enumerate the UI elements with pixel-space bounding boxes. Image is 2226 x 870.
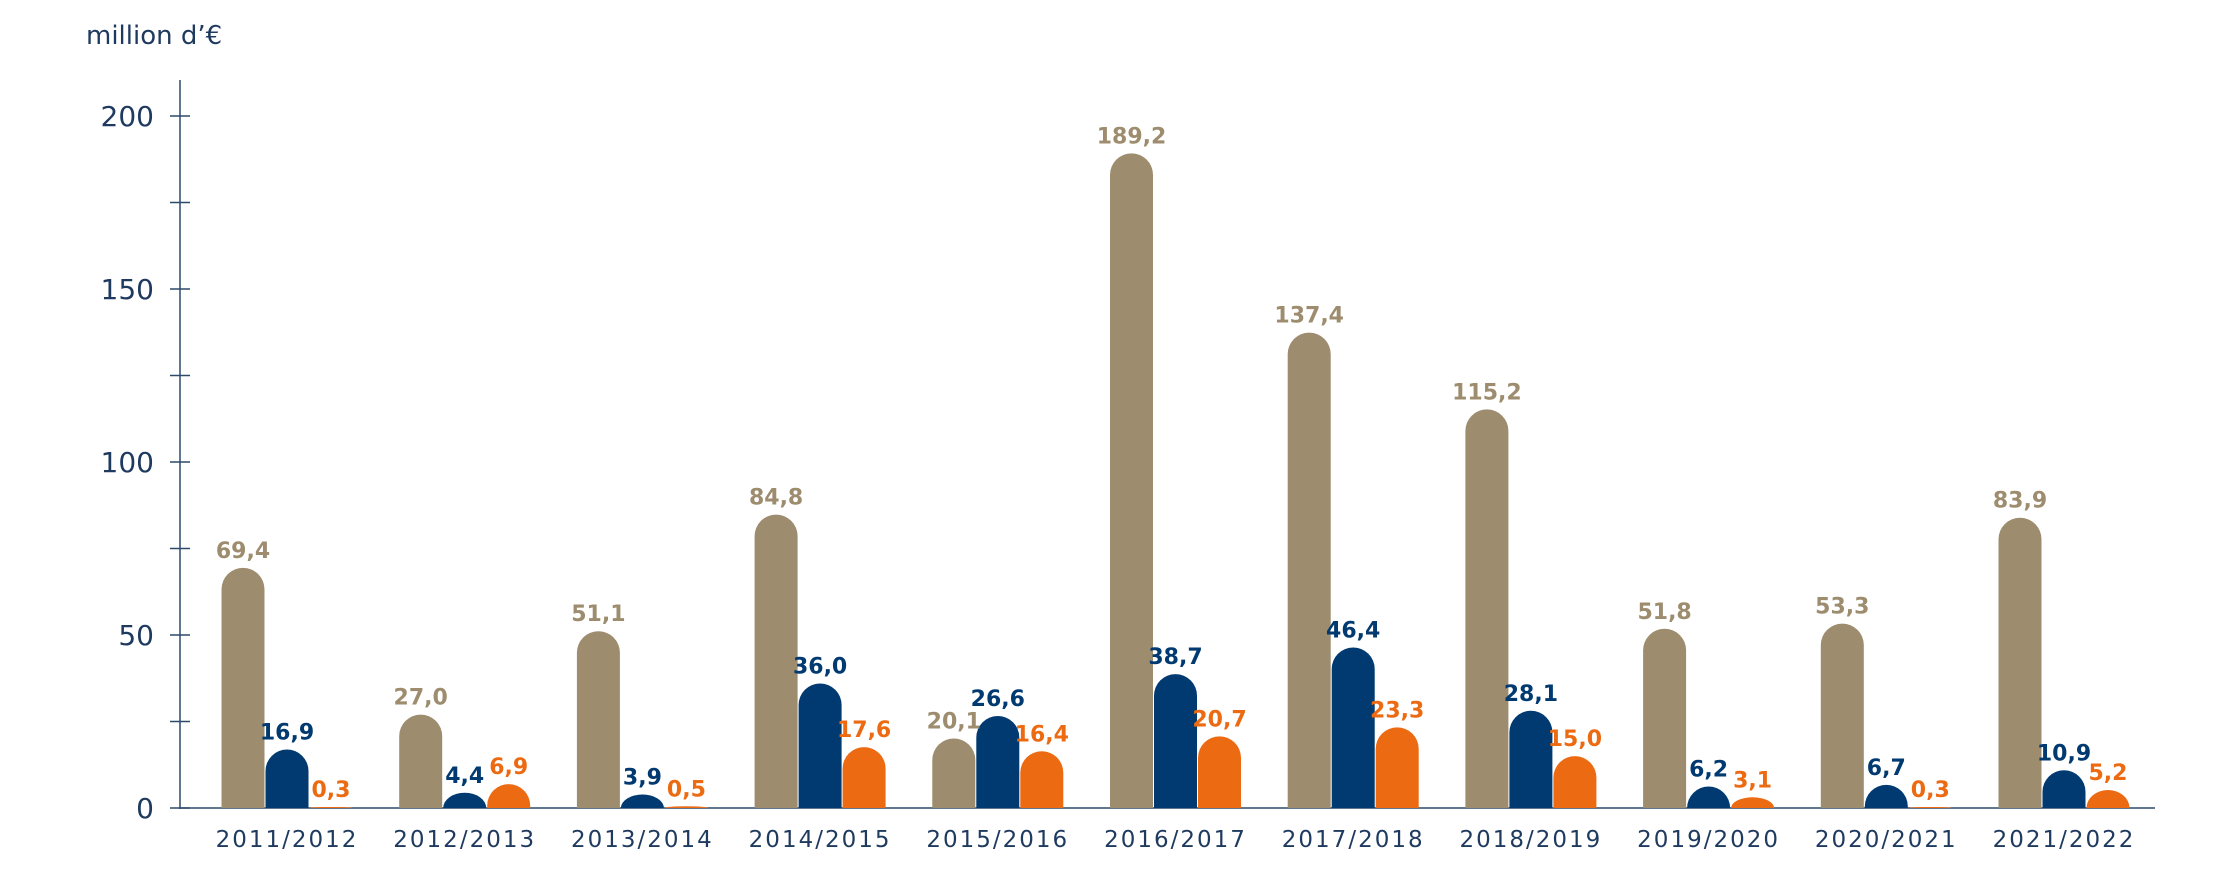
bar-2016-2017-series-3: [1198, 736, 1241, 808]
bar-2012-2013-series-3: [487, 784, 531, 808]
bar-2011-2012-series-3: [309, 806, 353, 808]
chart-bars: [221, 153, 2130, 809]
bar-2014-2015-series-3: [842, 747, 886, 808]
data-label: 23,3: [1370, 698, 1424, 723]
y-tick-label: 100: [101, 446, 154, 479]
data-label: 38,7: [1148, 645, 1202, 670]
y-tick-label: 0: [136, 792, 154, 825]
data-label: 6,2: [1689, 758, 1728, 783]
bar-2019-2020-series-1: [1643, 628, 1687, 808]
data-label: 53,3: [1815, 595, 1869, 620]
x-tick-label: 2015/2016: [926, 827, 1069, 853]
bar-2017-2018-series-1: [1287, 332, 1331, 808]
bar-2020-2021-series-1: [1820, 623, 1864, 808]
data-label: 17,6: [837, 718, 891, 743]
data-label: 3,9: [623, 766, 662, 791]
bar-2017-2018-series-3: [1375, 727, 1419, 808]
data-label: 26,6: [971, 687, 1025, 712]
x-tick-label: 2013/2014: [571, 827, 714, 853]
bar-2015-2016-series-1: [932, 738, 976, 808]
data-label: 51,1: [571, 602, 625, 627]
data-label: 51,8: [1637, 600, 1691, 625]
bar-2011-2012-series-1: [221, 567, 265, 808]
data-label: 46,4: [1326, 618, 1380, 643]
x-tick-label: 2021/2022: [1993, 827, 2136, 853]
bar-2020-2021-series-2: [1864, 784, 1908, 808]
data-label: 16,9: [260, 721, 314, 746]
data-label: 5,2: [2089, 761, 2128, 786]
x-tick-label: 2016/2017: [1104, 827, 1247, 853]
x-tick-label: 2018/2019: [1459, 827, 1602, 853]
data-label: 28,1: [1504, 682, 1558, 707]
bar-2015-2016-series-3: [1020, 751, 1064, 808]
data-label: 15,0: [1548, 727, 1602, 752]
chart-x-tick-labels: 2011/2012 2012/2013 2013/2014 2014/2015 2015…: [216, 827, 2136, 853]
data-label: 4,4: [445, 764, 484, 789]
bar-2012-2013-series-2: [443, 792, 487, 808]
data-label: 137,4: [1274, 304, 1344, 329]
bar-2012-2013-series-1: [399, 714, 443, 808]
data-label: 189,2: [1097, 124, 1167, 149]
data-label: 0,5: [667, 777, 706, 802]
data-label: 10,9: [2037, 741, 2091, 766]
bar-2021-2022-series-2: [2042, 770, 2086, 808]
data-label: 83,9: [1993, 489, 2047, 514]
bar-2013-2014-series-2: [620, 794, 664, 808]
y-axis-unit-label: million d’€: [86, 21, 222, 51]
bar-2019-2020-series-3: [1731, 797, 1775, 808]
x-tick-label: 2011/2012: [216, 827, 359, 853]
y-tick-label: 50: [118, 619, 154, 652]
data-label: 20,7: [1192, 707, 1246, 732]
y-tick-label: 150: [101, 273, 154, 306]
bar-2013-2014-series-1: [576, 631, 620, 808]
bar-2021-2022-series-1: [1998, 517, 2042, 808]
data-label: 36,0: [793, 654, 847, 679]
chart-data-labels: 69,4 16,9 0,3 27,0 4,4 6,9 51,1 3,9 0,5 84,8 36,0 1…: [216, 124, 2128, 803]
bar-2014-2015-series-2: [798, 683, 842, 808]
data-label: 6,9: [489, 755, 528, 780]
bar-2014-2015-series-1: [754, 514, 798, 808]
data-label: 16,4: [1015, 722, 1069, 747]
y-tick-label: 200: [101, 100, 154, 133]
x-tick-label: 2014/2015: [749, 827, 892, 853]
bar-2011-2012-series-2: [265, 749, 309, 808]
data-label: 0,3: [1911, 778, 1950, 803]
bar-2015-2016-series-2: [976, 715, 1020, 808]
data-label: 6,7: [1867, 756, 1906, 781]
x-tick-label: 2019/2020: [1637, 827, 1780, 853]
bar-2018-2019-series-1: [1465, 409, 1509, 808]
bar-2019-2020-series-2: [1687, 786, 1731, 808]
x-tick-label: 2012/2013: [393, 827, 536, 853]
bar-2018-2019-series-3: [1553, 756, 1597, 808]
bar-2020-2021-series-3: [1908, 806, 1952, 808]
data-label: 0,3: [312, 778, 351, 803]
data-label: 69,4: [216, 539, 270, 564]
bar-2013-2014-series-3: [664, 806, 708, 808]
x-tick-label: 2020/2021: [1815, 827, 1958, 853]
data-label: 27,0: [394, 686, 448, 711]
x-tick-label: 2017/2018: [1282, 827, 1425, 853]
data-label: 3,1: [1733, 768, 1772, 793]
data-label: 84,8: [749, 486, 803, 511]
data-label: 20,1: [927, 709, 981, 734]
bar-2021-2022-series-3: [2086, 790, 2130, 808]
bar-2016-2017-series-1: [1110, 153, 1153, 809]
bar-2018-2019-series-2: [1509, 710, 1553, 808]
bar-2016-2017-series-2: [1154, 674, 1197, 808]
bar-2017-2018-series-2: [1331, 647, 1375, 808]
data-label: 115,2: [1452, 380, 1522, 405]
